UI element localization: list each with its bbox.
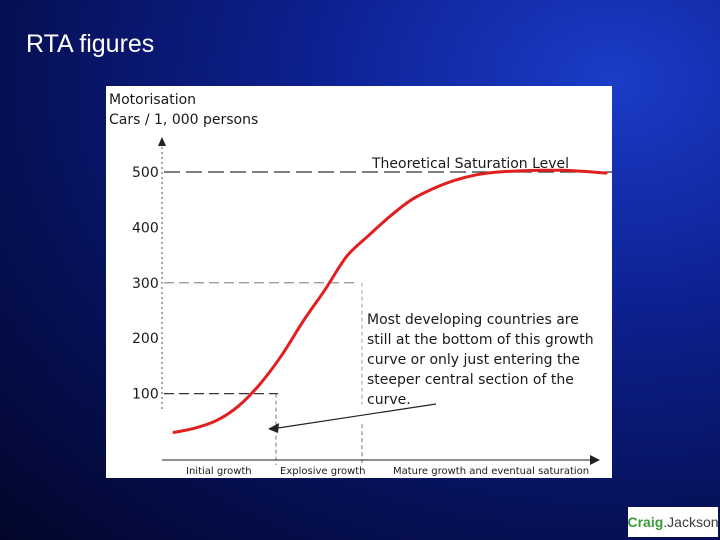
- x-axis-arrowhead: [590, 455, 600, 465]
- s-curve-chart: Motorisation Cars / 1, 000 persons Theor…: [109, 92, 612, 477]
- craig-jackson-logo: Craig .Jackson: [627, 507, 719, 537]
- annotation-arrowhead: [268, 423, 279, 433]
- phase-label-2: Explosive growth: [280, 466, 366, 477]
- y-tick-labels: 100 200 300 400 500: [132, 165, 159, 403]
- y-tick-label-200: 200: [132, 331, 159, 347]
- annotation-line-1: Most developing countries are: [367, 312, 579, 328]
- chart-panel: Motorisation Cars / 1, 000 persons Theor…: [106, 86, 612, 478]
- annotation-text: Most developing countries are still at th…: [367, 312, 594, 408]
- growth-curve-line: [172, 168, 608, 434]
- slide-title: RTA figures: [26, 30, 155, 58]
- annotation-arrow-line: [277, 403, 437, 429]
- annotation-line-4: steeper central section of the: [367, 372, 574, 388]
- annotation-line-5: curve.: [367, 392, 411, 408]
- annotation-line-2: still at the bottom of this growth: [367, 332, 594, 348]
- logo-part1: Craig: [627, 514, 664, 530]
- annotation-line-3: curve or only just entering the: [367, 352, 580, 368]
- y-tick-label-400: 400: [132, 220, 159, 236]
- y-tick-label-500: 500: [132, 165, 159, 181]
- logo-part2: .Jackson: [663, 514, 719, 530]
- y-tick-label-300: 300: [132, 276, 159, 292]
- phase-label-3: Mature growth and eventual saturation: [393, 466, 589, 477]
- y-axis-label-line1: Motorisation: [109, 92, 196, 108]
- y-axis-arrowhead: [158, 137, 166, 146]
- saturation-label: Theoretical Saturation Level: [371, 156, 569, 172]
- phase-labels: Initial growth Explosive growth Mature gro…: [186, 466, 589, 477]
- y-axis-label-line2: Cars / 1, 000 persons: [109, 112, 258, 128]
- phase-label-1: Initial growth: [186, 466, 252, 477]
- y-tick-label-100: 100: [132, 387, 159, 403]
